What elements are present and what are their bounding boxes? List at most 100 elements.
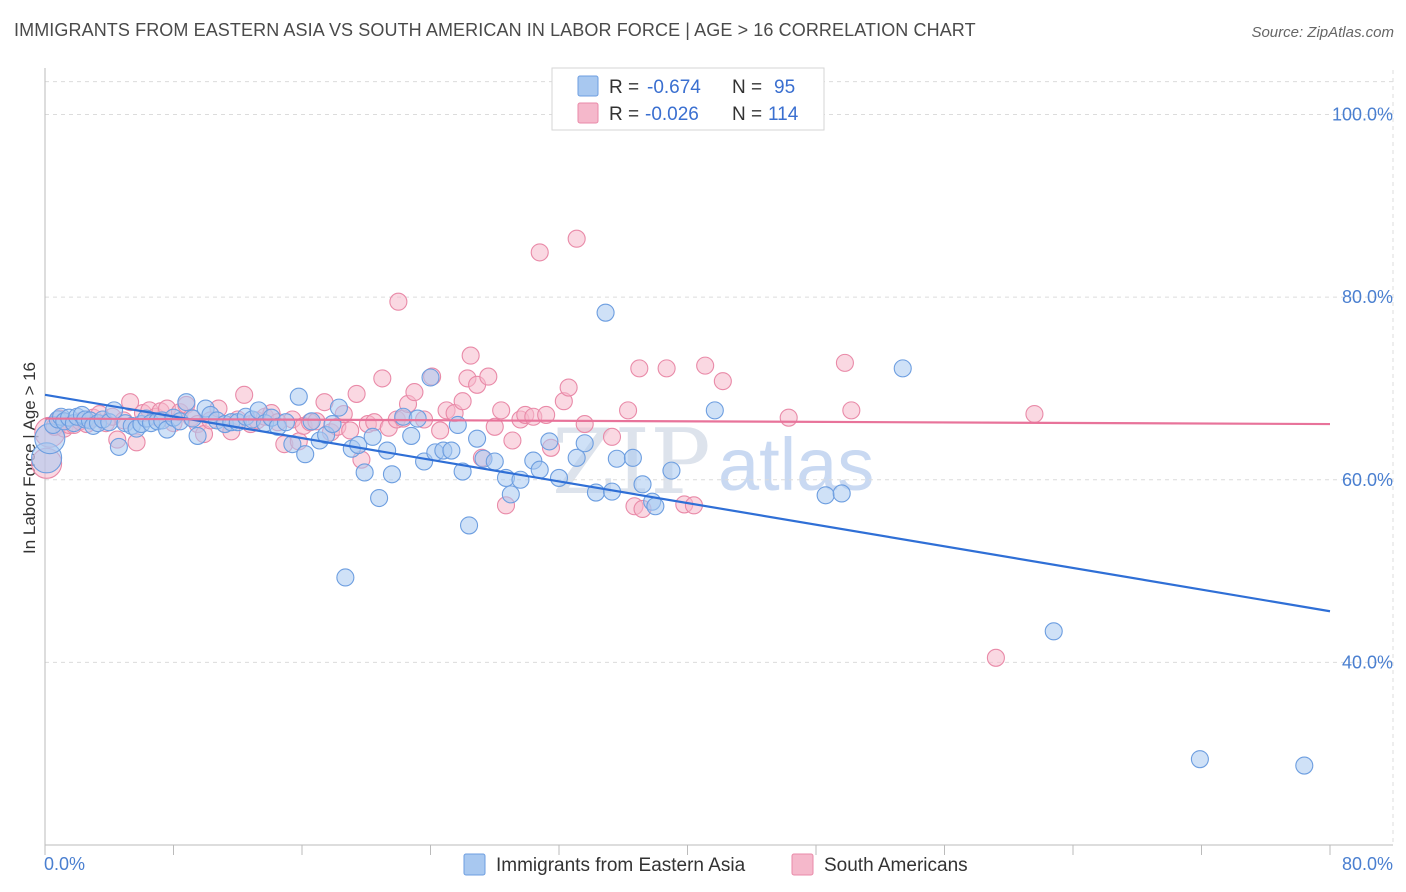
eastern-asia-point-72 [468,429,487,448]
eastern-asia-point-68 [442,441,461,460]
eastern-asia-point-74 [485,452,504,471]
watermark-atlas: atlas [718,423,874,506]
eastern-asia-point-71 [459,516,479,535]
south-americans-point-54 [373,369,392,388]
bottom-legend-swatch-pink [791,853,814,876]
eastern-asia-point-99 [1295,756,1314,775]
eastern-asia-point-89 [633,475,652,494]
eastern-asia-point-29 [177,393,196,412]
eastern-asia-point-80 [540,432,559,451]
eastern-asia-point-56 [355,463,374,482]
south-americans-point-59 [405,383,424,402]
eastern-asia-point-62 [402,426,421,445]
south-americans-point-33 [235,385,254,404]
eastern-asia-point-63 [408,409,427,428]
eastern-asia-point-48 [302,412,321,431]
south-americans-point-96 [835,353,854,372]
eastern-asia-point-93 [705,401,724,420]
legend-swatch-blue [577,75,599,97]
series-legend: Immigrants from Eastern Asia South Ameri… [463,853,968,876]
legend-r-label-2: R = [609,104,639,125]
legend-n-value-2: 114 [768,104,799,125]
eastern-asia-point-91 [646,497,665,516]
trend-line-south-americans [44,417,1331,426]
eastern-asia-point-95 [832,484,851,503]
eastern-asia-point-44 [276,413,295,432]
legend-swatch-pink [577,102,599,124]
eastern-asia-point-94 [816,486,835,505]
chart-title: IMMIGRANTS FROM EASTERN ASIA VS SOUTH AM… [14,20,976,40]
eastern-asia-point-92 [662,461,681,480]
south-americans-point-97 [842,401,861,420]
south-americans-point-93 [696,356,715,375]
bottom-legend-label-blue: Immigrants from Eastern Asia [496,855,746,876]
south-americans-point-90 [657,359,676,378]
eastern-asia-point-79 [530,460,549,479]
x-tick-labels: 0.0% 80.0% [44,854,1393,874]
y-tick-labels: 100.0% 80.0% 60.0% 40.0% [1332,105,1393,673]
eastern-asia-point-81 [549,468,569,487]
south-americans-point-82 [559,378,578,397]
south-americans-point-62 [431,421,450,440]
eastern-asia-point-98 [1190,750,1209,769]
south-americans-point-100 [389,292,408,311]
eastern-asia-point-57 [363,427,382,446]
eastern-asia-point-51 [323,415,342,434]
legend-r-value-2: -0.026 [645,104,699,125]
south-americans-point-70 [479,367,498,386]
trend-lines [44,393,1331,613]
bottom-legend-label-pink: South Americans [824,855,968,876]
legend-r-value-1: -0.674 [647,77,701,98]
south-americans-point-50 [347,384,366,403]
eastern-asia-point-17 [109,437,128,456]
south-americans-point-79 [537,405,556,424]
south-americans-point-99 [1025,404,1044,424]
eastern-asia-point-69 [448,415,467,435]
eastern-asia-point-83 [575,434,594,453]
eastern-asia-point-58 [370,488,389,508]
eastern-asia-point-76 [501,485,520,504]
south-americans-point-84 [575,415,594,434]
y-tick-label-1: 80.0% [1342,287,1393,307]
eastern-asia-point-52 [329,398,348,417]
chart-source: Source: ZipAtlas.com [1251,24,1394,41]
eastern-asia-point-97 [1044,622,1063,641]
south-americans-point-95 [779,408,798,427]
eastern-asia-point-85 [596,303,615,322]
south-americans-point-78 [530,243,549,262]
south-americans-point-94 [713,372,732,391]
south-americans-point-72 [492,401,511,420]
south-americans-point-65 [453,392,472,411]
y-axis-title: In Labor Force | Age > 16 [20,362,39,554]
south-americans-point-88 [630,359,649,378]
legend-r-label-1: R = [609,77,639,98]
legend-n-label-2: N = [732,104,762,125]
south-americans-point-74 [503,431,522,450]
trend-line-eastern-asia [44,393,1331,613]
eastern-asia-point-65 [421,368,440,387]
y-tick-label-2: 60.0% [1342,470,1393,490]
x-tick-label-0: 0.0% [44,854,85,874]
y-tick-label-3: 40.0% [1342,652,1393,672]
legend-n-label-1: N = [732,77,762,98]
eastern-asia-point-46 [289,387,308,406]
eastern-asia-point-53 [336,568,355,587]
south-americans-point-98 [986,648,1005,667]
eastern-asia-point-47 [296,445,315,464]
eastern-asia-point-87 [607,449,626,468]
south-americans-point-71 [485,417,504,436]
eastern-asia-point-96 [893,359,912,378]
south-americans-point-83 [567,229,586,248]
south-americans-point-85 [602,427,622,446]
south-americans-point-86 [619,401,638,420]
south-americans-point-49 [341,421,360,440]
legend-n-value-1: 95 [774,77,795,98]
series-south-americans [31,229,1044,667]
correlation-legend: R = -0.674 N = 95 R = -0.026 N = 114 [551,67,825,131]
eastern-asia-point-88 [623,448,642,467]
south-americans-point-15 [121,393,140,412]
y-tick-label-0: 100.0% [1332,105,1393,125]
eastern-asia-point-82 [567,448,586,467]
eastern-asia-point-31 [188,426,207,445]
